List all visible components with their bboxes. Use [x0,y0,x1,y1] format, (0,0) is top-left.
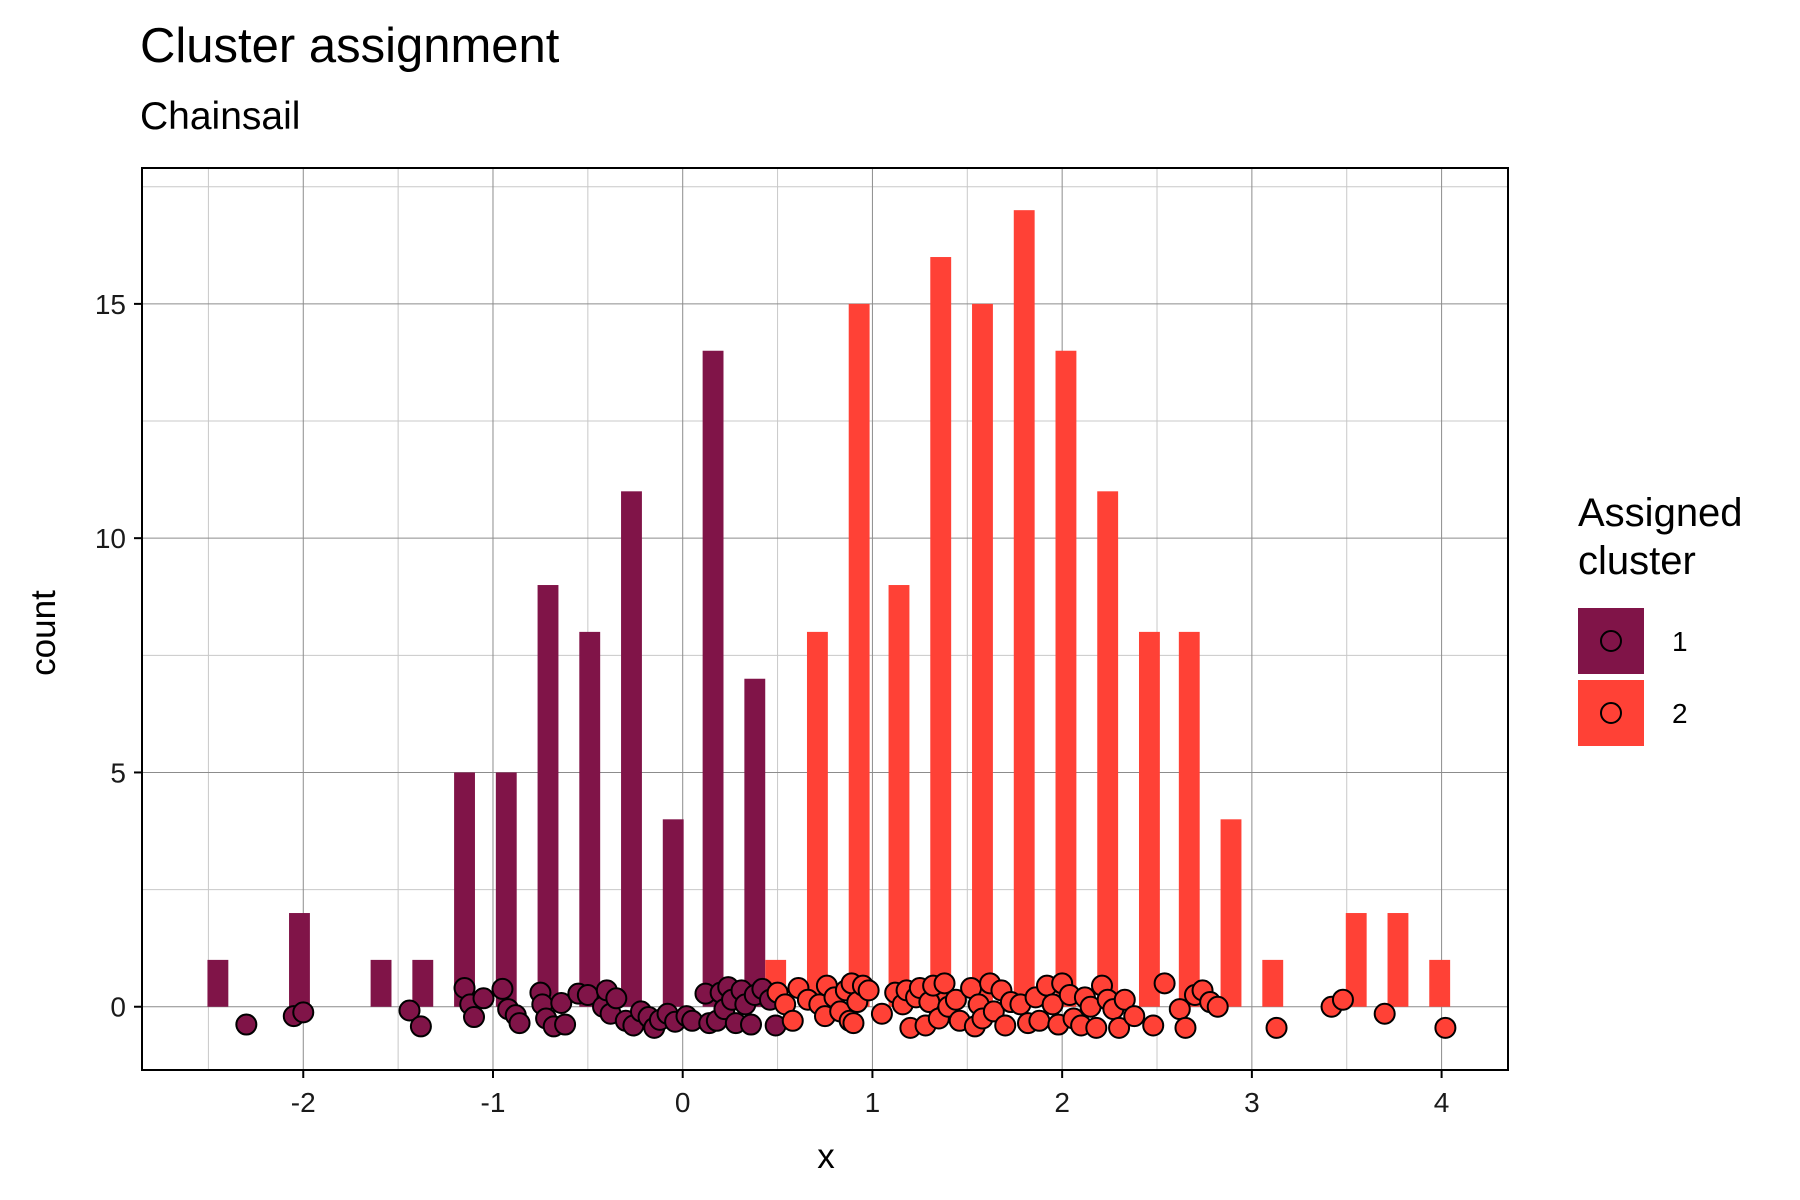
x-tick-label: -1 [481,1087,506,1118]
point-cluster-2 [1265,1016,1288,1039]
point-cluster-2 [1373,1002,1396,1025]
bar-cluster-1 [702,350,724,1007]
plot-panel [141,167,1509,1071]
bar-cluster-2 [1097,491,1119,1007]
bar-cluster-2 [972,303,993,1007]
bar-cluster-1 [370,959,392,1007]
bar-cluster-2 [1429,959,1451,1007]
point-cluster-2 [933,972,956,995]
x-tick-label: -2 [291,1087,316,1118]
point-cluster-2 [1331,988,1354,1011]
bar-cluster-1 [579,631,601,1007]
legend-title: Assigned cluster [1578,491,1754,583]
x-axis: -2 -1 0 1 2 3 4 [291,1070,1450,1118]
bar-cluster-1 [495,772,517,1007]
point-cluster-1 [491,977,514,1000]
point-cluster-1 [508,1012,531,1035]
bar-cluster-2 [888,585,910,1007]
legend-key-point-2 [1600,702,1622,724]
point-cluster-2 [1113,988,1136,1011]
point-cluster-1 [409,1015,432,1038]
grid-minor [142,168,1508,1070]
point-cluster-2 [1108,1016,1131,1039]
bar-cluster-2 [1013,210,1035,1007]
legend-keys: 12 [1578,608,1688,746]
point-cluster-1 [398,999,421,1022]
point-cluster-1 [292,1001,315,1024]
point-cluster-2 [1206,995,1229,1018]
legend-label-2: 2 [1672,698,1688,729]
bar-cluster-1 [537,585,559,1007]
point-cluster-2 [842,1012,865,1035]
bar-cluster-2 [930,257,952,1007]
bars-layer [207,210,1451,1007]
point-cluster-2 [1085,1016,1108,1039]
bar-cluster-1 [412,959,434,1007]
point-cluster-1 [463,1006,486,1029]
point-cluster-2 [994,1014,1017,1037]
x-tick-label: 3 [1244,1087,1260,1118]
points-layer [235,972,1457,1039]
chart-subtitle: Chainsail [140,95,300,138]
point-cluster-2 [1174,1016,1197,1039]
point-cluster-1 [472,987,495,1010]
bar-cluster-2 [1055,350,1077,1007]
bar-cluster-2 [1220,819,1242,1007]
legend: Assigned cluster 12 [1578,491,1754,746]
point-cluster-2 [870,1002,893,1025]
legend-title-line-1: Assigned [1578,491,1743,535]
x-tick-label: 1 [865,1087,881,1118]
point-cluster-1 [740,1013,763,1036]
point-cluster-1 [605,987,628,1010]
point-cluster-2 [1434,1016,1457,1039]
bar-cluster-2 [1262,959,1284,1007]
point-cluster-2 [982,1000,1005,1023]
bar-cluster-2 [1387,913,1409,1007]
point-cluster-1 [235,1013,258,1036]
y-tick-label: 10 [95,523,126,554]
y-axis-title: count [24,590,63,676]
legend-key-point-1 [1600,630,1622,652]
y-tick-label: 0 [110,992,126,1023]
bar-cluster-2 [1345,913,1367,1007]
bar-cluster-1 [207,959,229,1007]
y-tick-label: 15 [95,289,126,320]
bar-cluster-1 [662,819,684,1007]
point-cluster-2 [1041,993,1064,1016]
bar-cluster-2 [1138,631,1160,1007]
bar-cluster-2 [848,303,870,1007]
point-cluster-2 [857,979,880,1002]
point-cluster-2 [1142,1014,1165,1037]
bar-cluster-1 [621,491,642,1007]
bar-cluster-2 [1178,631,1200,1007]
chart-title: Cluster assignment [140,19,560,73]
x-tick-label: 2 [1054,1087,1070,1118]
bar-cluster-2 [806,631,828,1007]
y-axis: 0 5 10 15 [95,289,142,1023]
legend-label-1: 1 [1672,626,1688,657]
x-tick-label: 4 [1434,1087,1450,1118]
x-axis-title: x [817,1137,835,1176]
point-cluster-2 [1028,1009,1051,1032]
point-cluster-1 [550,991,573,1014]
legend-title-line-2: cluster [1578,539,1696,583]
x-tick-label: 0 [675,1087,691,1118]
point-cluster-2 [1153,972,1176,995]
point-cluster-2 [781,1009,804,1032]
point-cluster-2 [944,988,967,1011]
bar-cluster-1 [744,678,766,1007]
bar-cluster-1 [454,772,475,1007]
point-cluster-1 [554,1013,577,1036]
bar-cluster-1 [289,913,310,1007]
plot-border [141,167,1509,1071]
y-tick-label: 5 [110,757,126,788]
point-cluster-2 [1123,1005,1146,1028]
